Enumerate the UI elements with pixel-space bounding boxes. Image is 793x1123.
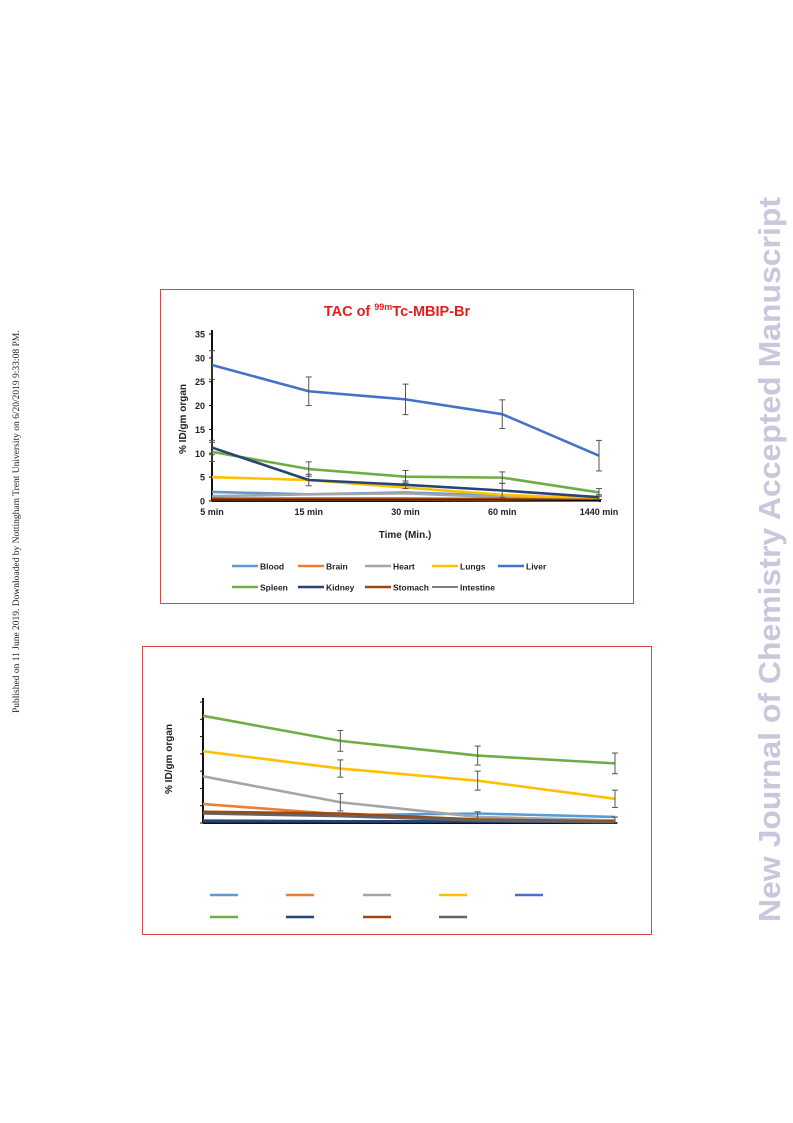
error-bar [337, 730, 344, 752]
plot-area [200, 698, 618, 824]
legend-item: Blood [232, 562, 284, 572]
watermark-text: New Journal of Chemistry Accepted Manusc… [753, 197, 787, 922]
x-axis-label: Time (Min.) [379, 530, 432, 541]
chart-title-suffix: Tc-MBIP-Br [392, 304, 470, 320]
series-line-8 [202, 812, 616, 824]
legend-label: Liver [526, 562, 547, 572]
error-bar [305, 376, 312, 407]
legend-label: Stomach [393, 583, 429, 593]
legend-item: Intestine [432, 583, 495, 593]
y-tick-label: 10 [195, 449, 205, 459]
legend-label: Intestine [460, 583, 495, 593]
x-tick-label: 30 min [391, 507, 420, 517]
series-line-5 [202, 714, 616, 765]
download-note-text: Published on 11 June 2019. Downloaded by… [12, 330, 22, 713]
y-tick-label: 15 [195, 425, 205, 435]
legend-item: Spleen [232, 583, 288, 593]
legend: Blood Brain Heart Lungs Liver Spleen Kidney Sto… [232, 562, 547, 593]
chart-title-prefix: TAC of [324, 304, 374, 320]
legend-item: Heart [365, 562, 415, 572]
series-line-3 [202, 749, 616, 801]
second-chart: % ID/gm organ [142, 646, 652, 935]
series-line-stomach [212, 497, 600, 502]
legend-label: Lungs [460, 562, 486, 572]
error-bar [209, 439, 215, 456]
error-bar [305, 473, 312, 487]
legend-label: Brain [326, 562, 348, 572]
y-tick-label: 35 [195, 330, 205, 340]
error-bar [402, 480, 409, 490]
error-bar [209, 350, 215, 380]
error-bar [499, 399, 506, 429]
legend-label: Kidney [326, 583, 355, 593]
series-line-heart [211, 492, 600, 501]
legend-label: Spleen [260, 583, 288, 593]
plot-area: 0 5 10 15 20 25 30 35 5 min 15 min 30 min 60 min 144… [195, 330, 618, 518]
error-bar [337, 793, 344, 812]
chart-frame [142, 646, 652, 935]
y-tick-label: 20 [195, 401, 205, 411]
y-tick-label: 5 [200, 473, 205, 483]
error-bar [612, 789, 618, 808]
error-bar [499, 482, 506, 499]
legend-item: Kidney [298, 583, 355, 593]
legend-label: Blood [260, 562, 284, 572]
download-note: Published on 11 June 2019. Downloaded by… [12, 330, 22, 713]
accepted-manuscript-watermark: New Journal of Chemistry Accepted Manusc… [753, 197, 787, 922]
legend-item: Liver [498, 562, 547, 572]
y-axis-label: % ID/gm organ [164, 724, 175, 794]
tac-chart: TAC of 99mTc-MBIP-Br % ID/gm organ Time … [160, 289, 634, 604]
legend-item: Lungs [432, 562, 486, 572]
x-tick-label: 60 min [488, 507, 517, 517]
chart-title: TAC of 99mTc-MBIP-Br [324, 302, 471, 320]
legend-item: Brain [298, 562, 348, 572]
series-line-2 [202, 775, 616, 822]
x-tick-label: 15 min [294, 507, 323, 517]
error-bar [596, 439, 602, 472]
legend-label: Heart [393, 562, 415, 572]
chart-frame [160, 289, 634, 604]
legend-item: Stomach [365, 583, 429, 593]
error-bar [337, 759, 344, 778]
y-axis-label: % ID/gm organ [178, 384, 189, 454]
y-tick-label: 30 [195, 353, 205, 363]
chart-title-sup: 99m [374, 302, 392, 312]
legend [210, 893, 543, 919]
error-bar [474, 770, 481, 791]
x-tick-label: 5 min [200, 507, 224, 517]
error-bar [402, 383, 409, 416]
x-tick-label: 1440 min [580, 507, 619, 517]
y-tick-label: 25 [195, 377, 205, 387]
error-bar [612, 752, 618, 775]
y-tick-label: 0 [200, 497, 205, 507]
error-bar [474, 745, 481, 766]
